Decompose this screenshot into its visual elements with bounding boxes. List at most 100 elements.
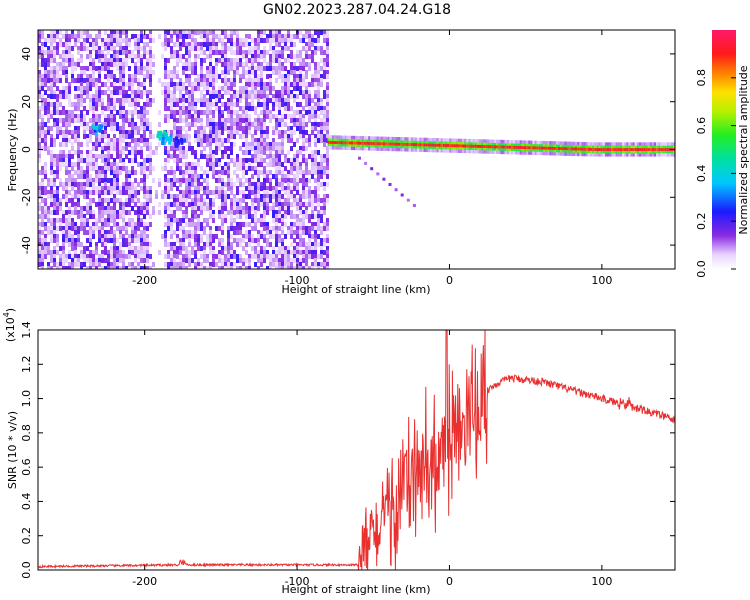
heatmap-cell [125, 142, 128, 147]
heatmap-cell [68, 154, 71, 159]
heatmap-cell [101, 218, 104, 223]
heatmap-cell [269, 42, 272, 47]
heatmap-cell [305, 70, 308, 75]
heatmap-cell [137, 70, 140, 75]
heatmap-cell [38, 106, 41, 111]
heatmap-cell [221, 130, 224, 135]
heatmap-cell [71, 174, 74, 179]
heatmap-cell [305, 246, 308, 251]
heatmap-cell [68, 238, 71, 243]
heatmap-cell [77, 242, 80, 247]
heatmap-cell [62, 42, 65, 47]
heatmap-cell [197, 30, 200, 35]
heatmap-cell [272, 226, 275, 231]
heatmap-cell [221, 214, 224, 219]
heatmap-cell [260, 246, 263, 251]
heatmap-cell [146, 198, 149, 203]
heatmap-cell [113, 146, 116, 151]
signal-core [385, 142, 388, 146]
heatmap-cell [74, 66, 77, 71]
heatmap-cell [191, 198, 194, 203]
heatmap-cell [137, 66, 140, 71]
heatmap-cell [68, 62, 71, 67]
heatmap-cell [275, 174, 278, 179]
heatmap-cell [134, 222, 137, 227]
heatmap-cell [308, 106, 311, 111]
heatmap-cell [197, 238, 200, 243]
heatmap-cell [248, 266, 251, 269]
heatmap-cell [44, 70, 47, 75]
heatmap-cell [239, 254, 242, 259]
heatmap-cell [239, 46, 242, 51]
heatmap-cell [59, 222, 62, 227]
heatmap-cell [209, 54, 212, 59]
heatmap-cell [179, 158, 182, 163]
heatmap-cell [200, 210, 203, 215]
heatmap-cell [104, 174, 107, 179]
heatmap-cell [236, 110, 239, 115]
heatmap-cell [65, 66, 68, 71]
heatmap-cell [119, 258, 122, 263]
heatmap-cell [248, 238, 251, 243]
heatmap-cell [71, 186, 74, 191]
heatmap-cell [227, 234, 230, 239]
heatmap-cell [107, 142, 110, 147]
heatmap-cell [191, 174, 194, 179]
heatmap-cell [284, 74, 287, 79]
heatmap-cell [137, 250, 140, 255]
heatmap-cell [305, 230, 308, 235]
heatmap-cell [299, 86, 302, 91]
heatmap-cell [263, 30, 266, 35]
heatmap-cell [209, 126, 212, 131]
heatmap-cell [89, 126, 92, 131]
heatmap-cell [164, 194, 167, 199]
heatmap-cell [56, 226, 59, 231]
heatmap-cell [110, 146, 113, 151]
heatmap-cell [269, 182, 272, 187]
heatmap-cell [266, 170, 269, 175]
heatmap-cell [194, 174, 197, 179]
heatmap-cell [119, 38, 122, 43]
heatmap-cell [62, 262, 65, 267]
heatmap-cell [272, 190, 275, 195]
heatmap-cell [269, 90, 272, 95]
heatmap-cell [74, 210, 77, 215]
heatmap-cell [248, 42, 251, 47]
figure-title: GN02.2023.287.04.24.G18 [263, 2, 451, 18]
heatmap-cell [47, 178, 50, 183]
heatmap-cell [299, 210, 302, 215]
heatmap-cell [233, 226, 236, 231]
heatmap-cell [206, 202, 209, 207]
heatmap-cell [170, 34, 173, 39]
heatmap-cell [107, 158, 110, 163]
heatmap-cell [287, 254, 290, 259]
heatmap-cell [311, 42, 314, 47]
heatmap-cell [194, 58, 197, 63]
heatmap-cell [161, 194, 164, 199]
heatmap-cell [209, 198, 212, 203]
heatmap-cell [239, 42, 242, 47]
heatmap-cell [101, 58, 104, 63]
heatmap-cell [170, 46, 173, 51]
heatmap-cell [68, 182, 71, 187]
heatmap-cell [302, 78, 305, 83]
heatmap-cell [38, 46, 41, 51]
heatmap-cell [71, 218, 74, 223]
heatmap-cell [257, 66, 260, 71]
heatmap-cell [125, 130, 128, 135]
heatmap-cell [101, 210, 104, 215]
heatmap-cell [272, 54, 275, 59]
heatmap-cell [53, 142, 56, 147]
heatmap-cell [209, 58, 212, 63]
heatmap-cell [230, 142, 233, 147]
heatmap-cell [320, 82, 323, 87]
heatmap-cell [179, 110, 182, 115]
heatmap-cell [248, 58, 251, 63]
heatmap-cell [119, 158, 122, 163]
heatmap-cell [248, 206, 251, 211]
heatmap-cell [107, 250, 110, 255]
heatmap-cell [44, 130, 47, 135]
heatmap-cell [137, 142, 140, 147]
heatmap-cell [311, 234, 314, 239]
heatmap-cell [275, 154, 278, 159]
